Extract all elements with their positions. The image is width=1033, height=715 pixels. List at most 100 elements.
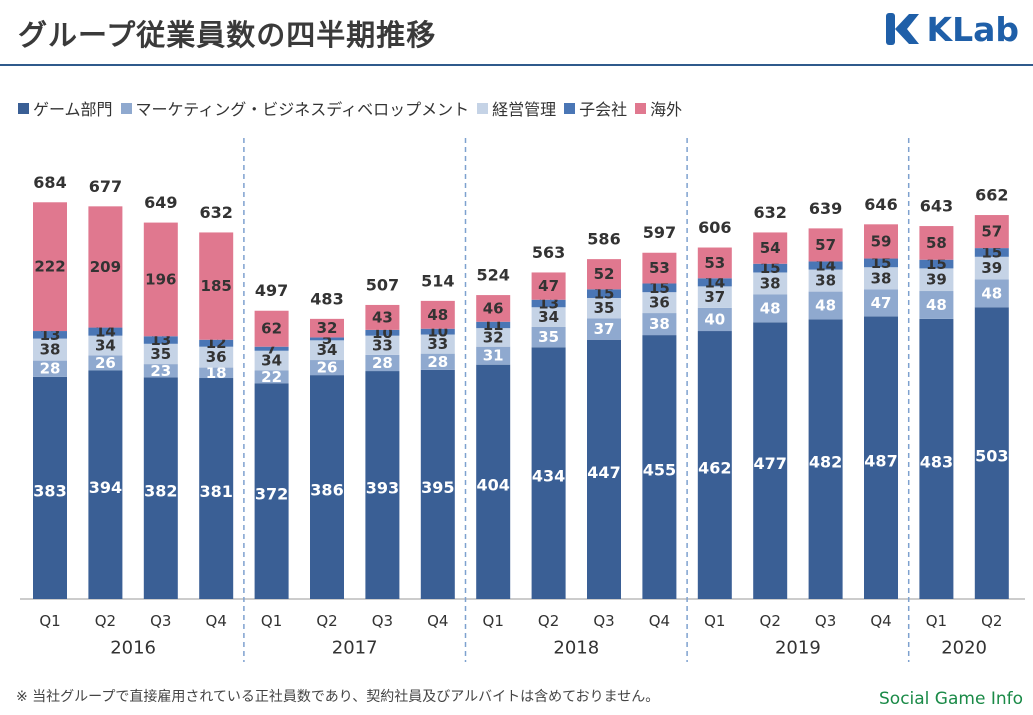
segment-label: 382: [144, 482, 177, 501]
total-label: 497: [255, 281, 288, 300]
segment-label: 487: [864, 451, 897, 470]
segment-label: 482: [809, 453, 842, 472]
bar-segment: [753, 294, 788, 323]
bar-segment: [143, 377, 178, 599]
bar-segment: [33, 202, 67, 332]
bar-segment: [88, 327, 123, 336]
segment-label: 35: [538, 328, 559, 346]
total-label: 662: [975, 186, 1008, 205]
bar-segment: [420, 334, 455, 354]
bar-segment: [310, 360, 344, 376]
segment-label: 455: [643, 461, 676, 480]
tick-label: Q4: [427, 612, 448, 630]
segment-label: 43: [372, 308, 393, 326]
legend-label-management: 経営管理: [492, 100, 557, 119]
bar-segment: [974, 215, 1009, 249]
total-label: 524: [476, 266, 509, 285]
bar-segment: [919, 259, 954, 269]
bar-segment: [864, 224, 898, 259]
bar-segment: [420, 353, 455, 370]
segment-label: 38: [649, 315, 670, 333]
year-label: 2017: [332, 638, 378, 659]
legend-label-subsidiary: 子会社: [579, 100, 628, 119]
segment-label: 48: [926, 296, 947, 314]
bar-segment: [33, 360, 67, 377]
bar-segment: [143, 336, 178, 344]
bar-segment: [587, 297, 621, 319]
bar-segment: [365, 304, 400, 330]
segment-label: 35: [150, 345, 171, 363]
bar-segment: [808, 269, 843, 292]
segment-label: 48: [760, 299, 781, 317]
tick-label: Q1: [39, 612, 60, 630]
legend-label-marketing: マーケティング・ビジネスディベロップメント: [135, 100, 470, 119]
segment-label: 35: [594, 299, 615, 317]
bar-segment: [88, 355, 123, 371]
bar-segment: [697, 286, 732, 308]
segment-label: 59: [871, 232, 892, 250]
segment-label: 483: [920, 452, 953, 471]
legend-label-game: ゲーム部門: [33, 100, 113, 119]
segment-label: 58: [926, 234, 947, 252]
tick-label: Q2: [95, 612, 116, 630]
klab-logo: KLab: [885, 12, 1019, 46]
bar-segment: [808, 291, 843, 320]
watermark: Social Game Info: [879, 689, 1023, 709]
total-label: 632: [199, 203, 232, 222]
title-divider: [0, 64, 1033, 66]
tick-label: Q2: [760, 612, 781, 630]
total-label: 563: [532, 243, 565, 262]
bar-segment: [254, 370, 289, 384]
segment-label: 26: [317, 359, 338, 377]
bar-segment: [808, 319, 843, 599]
klab-logo-icon: [885, 13, 919, 45]
segment-label: 503: [975, 447, 1008, 466]
bar-segment: [33, 331, 67, 339]
year-label: 2018: [553, 638, 599, 659]
year-label: 2019: [775, 638, 821, 659]
segment-label: 209: [90, 258, 121, 276]
legend-label-overseas: 海外: [650, 100, 683, 119]
total-label: 677: [89, 177, 122, 196]
bar-segment: [310, 375, 344, 599]
segment-label: 33: [372, 336, 393, 354]
bar-segment: [919, 268, 954, 292]
bar-segment: [33, 338, 67, 361]
bar-segment: [476, 295, 511, 322]
total-label: 684: [33, 173, 66, 192]
bar-segment: [642, 252, 677, 284]
segment-label: 34: [261, 352, 282, 370]
year-label: 2020: [941, 638, 987, 659]
segment-label: 394: [89, 478, 122, 497]
page-title: グループ従業員数の四半期推移: [18, 18, 437, 52]
segment-label: 38: [815, 272, 836, 290]
segment-label: 34: [317, 341, 338, 359]
bar-segment: [33, 376, 67, 599]
segment-label: 38: [760, 274, 781, 292]
legend-item-marketing: マーケティング・ビジネスディベロップメント: [120, 96, 470, 120]
bar-segment: [310, 340, 344, 361]
tick-label: Q3: [815, 612, 836, 630]
footnote: ※ 当社グループで直接雇用されている正社員数であり、契約社員及びアルバイトは含め…: [16, 689, 660, 705]
tick-label: Q2: [538, 612, 559, 630]
bar-segment: [974, 307, 1009, 599]
total-label: 586: [587, 230, 620, 249]
bar-segment: [753, 232, 788, 264]
bar-segment: [642, 313, 677, 336]
segment-label: 38: [871, 269, 892, 287]
bar-segment: [808, 228, 843, 262]
bar-segment: [88, 370, 123, 599]
bar-segment: [642, 292, 677, 314]
bar-segment: [919, 291, 954, 319]
bar-segment: [753, 272, 788, 295]
segment-label: 37: [704, 288, 725, 306]
bar-segment: [531, 347, 566, 599]
bar-segment: [697, 307, 732, 332]
bar-segment: [919, 318, 954, 599]
legend-swatch-subsidiary: [564, 102, 576, 114]
bar-segment: [642, 283, 677, 293]
segment-label: 37: [594, 320, 615, 338]
bar-segment: [476, 321, 511, 329]
total-label: 483: [310, 289, 343, 308]
segment-label: 32: [483, 328, 504, 346]
